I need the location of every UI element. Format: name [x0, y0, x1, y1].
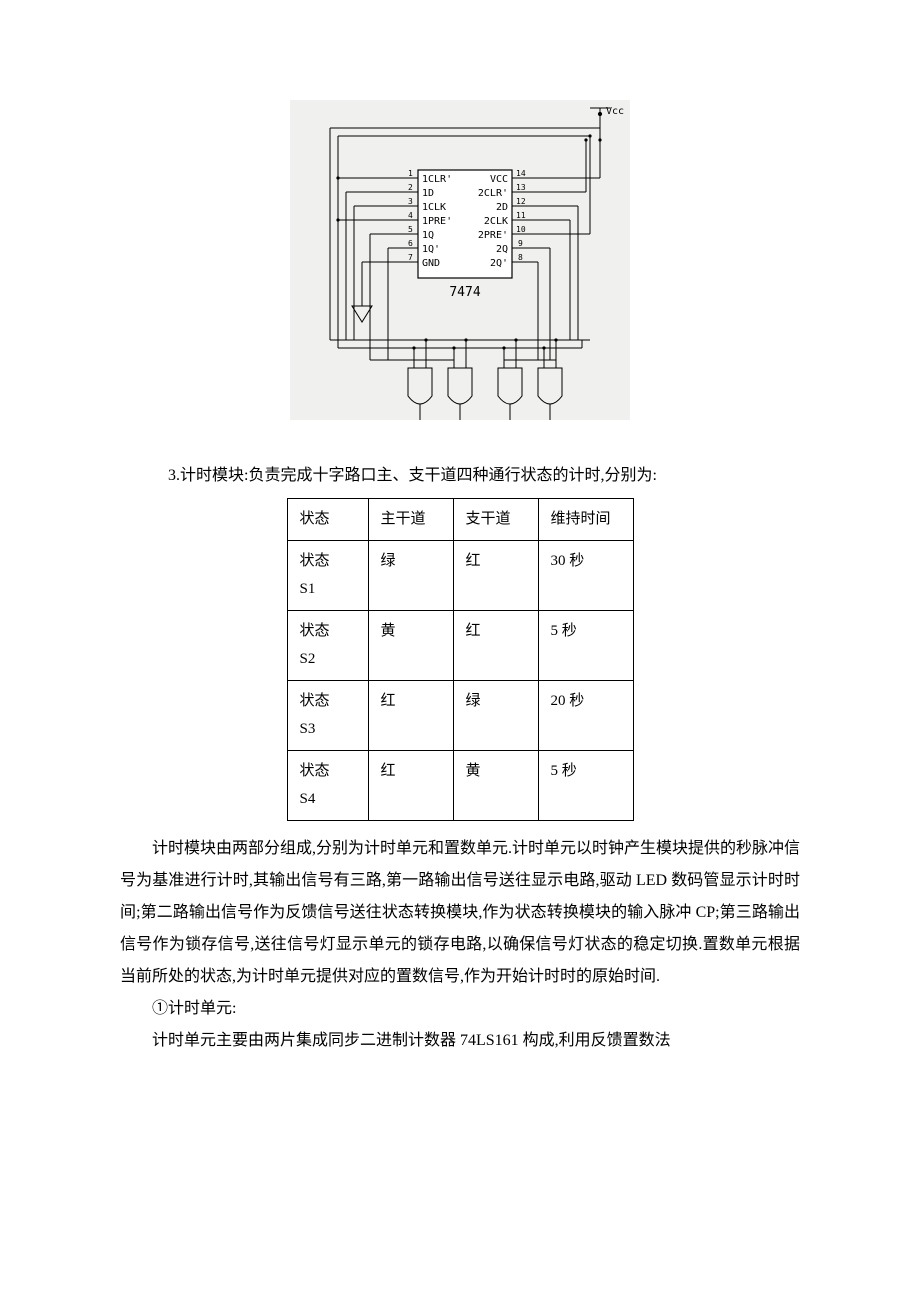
cell: 状态S2 [287, 610, 368, 680]
svg-text:3: 3 [408, 197, 413, 206]
svg-text:11: 11 [516, 211, 526, 220]
cell: 5 秒 [538, 750, 633, 820]
svg-text:1Q': 1Q' [422, 244, 440, 255]
svg-text:Vcc: Vcc [606, 106, 624, 117]
svg-text:5: 5 [408, 225, 413, 234]
chip-diagram-container: 7474 1CLR' 1D 1CLK 1PRE' 1Q 1Q' GND VCC … [120, 100, 800, 420]
cell: 状态S4 [287, 750, 368, 820]
svg-text:2CLR': 2CLR' [478, 188, 508, 199]
svg-text:2Q': 2Q' [490, 258, 508, 269]
th-main: 主干道 [368, 499, 453, 541]
table-row: 状态S2 黄 红 5 秒 [287, 610, 633, 680]
svg-text:2D: 2D [496, 202, 508, 213]
cell: 红 [453, 610, 538, 680]
svg-text:1CLR': 1CLR' [422, 174, 452, 185]
cell: 状态S1 [287, 540, 368, 610]
svg-text:2PRE': 2PRE' [478, 230, 508, 241]
svg-text:8: 8 [518, 253, 523, 262]
cell: 5 秒 [538, 610, 633, 680]
section-3-heading: 3.计时模块:负责完成十字路口主、支干道四种通行状态的计时,分别为: [120, 460, 800, 492]
table-row: 状态S4 红 黄 5 秒 [287, 750, 633, 820]
svg-text:7: 7 [408, 253, 413, 262]
cell: 绿 [368, 540, 453, 610]
chip-7474-diagram: 7474 1CLR' 1D 1CLK 1PRE' 1Q 1Q' GND VCC … [290, 100, 630, 420]
cell: 黄 [368, 610, 453, 680]
table-row: 状态S3 红 绿 20 秒 [287, 680, 633, 750]
svg-text:9: 9 [518, 239, 523, 248]
svg-text:14: 14 [516, 169, 526, 178]
svg-text:2: 2 [408, 183, 413, 192]
svg-text:2CLK: 2CLK [484, 216, 508, 227]
svg-text:GND: GND [422, 258, 440, 269]
table-row: 状态S1 绿 红 30 秒 [287, 540, 633, 610]
svg-text:4: 4 [408, 211, 413, 220]
svg-text:13: 13 [516, 183, 526, 192]
svg-text:2Q: 2Q [496, 244, 508, 255]
cell: 红 [453, 540, 538, 610]
cell: 20 秒 [538, 680, 633, 750]
svg-text:1: 1 [408, 169, 413, 178]
svg-text:1PRE': 1PRE' [422, 216, 452, 227]
svg-text:6: 6 [408, 239, 413, 248]
svg-text:1Q: 1Q [422, 230, 434, 241]
svg-text:7474: 7474 [449, 285, 480, 300]
cell: 黄 [453, 750, 538, 820]
svg-text:1D: 1D [422, 188, 434, 199]
cell: 状态S3 [287, 680, 368, 750]
cell: 红 [368, 750, 453, 820]
cell: 红 [368, 680, 453, 750]
body-paragraph-1: 计时模块由两部分组成,分别为计时单元和置数单元.计时单元以时钟产生模块提供的秒脉… [120, 833, 800, 993]
th-branch: 支干道 [453, 499, 538, 541]
state-table: 状态 主干道 支干道 维持时间 状态S1 绿 红 30 秒 状态S2 黄 红 5… [287, 498, 634, 821]
table-header-row: 状态 主干道 支干道 维持时间 [287, 499, 633, 541]
cell: 30 秒 [538, 540, 633, 610]
th-time: 维持时间 [538, 499, 633, 541]
subsection-1-body: 计时单元主要由两片集成同步二进制计数器 74LS161 构成,利用反馈置数法 [120, 1025, 800, 1057]
cell: 绿 [453, 680, 538, 750]
svg-text:10: 10 [516, 225, 526, 234]
subsection-1-title: ①计时单元: [120, 993, 800, 1025]
svg-text:VCC: VCC [490, 174, 508, 185]
svg-text:12: 12 [516, 197, 526, 206]
svg-text:1CLK: 1CLK [422, 202, 446, 213]
th-state: 状态 [287, 499, 368, 541]
